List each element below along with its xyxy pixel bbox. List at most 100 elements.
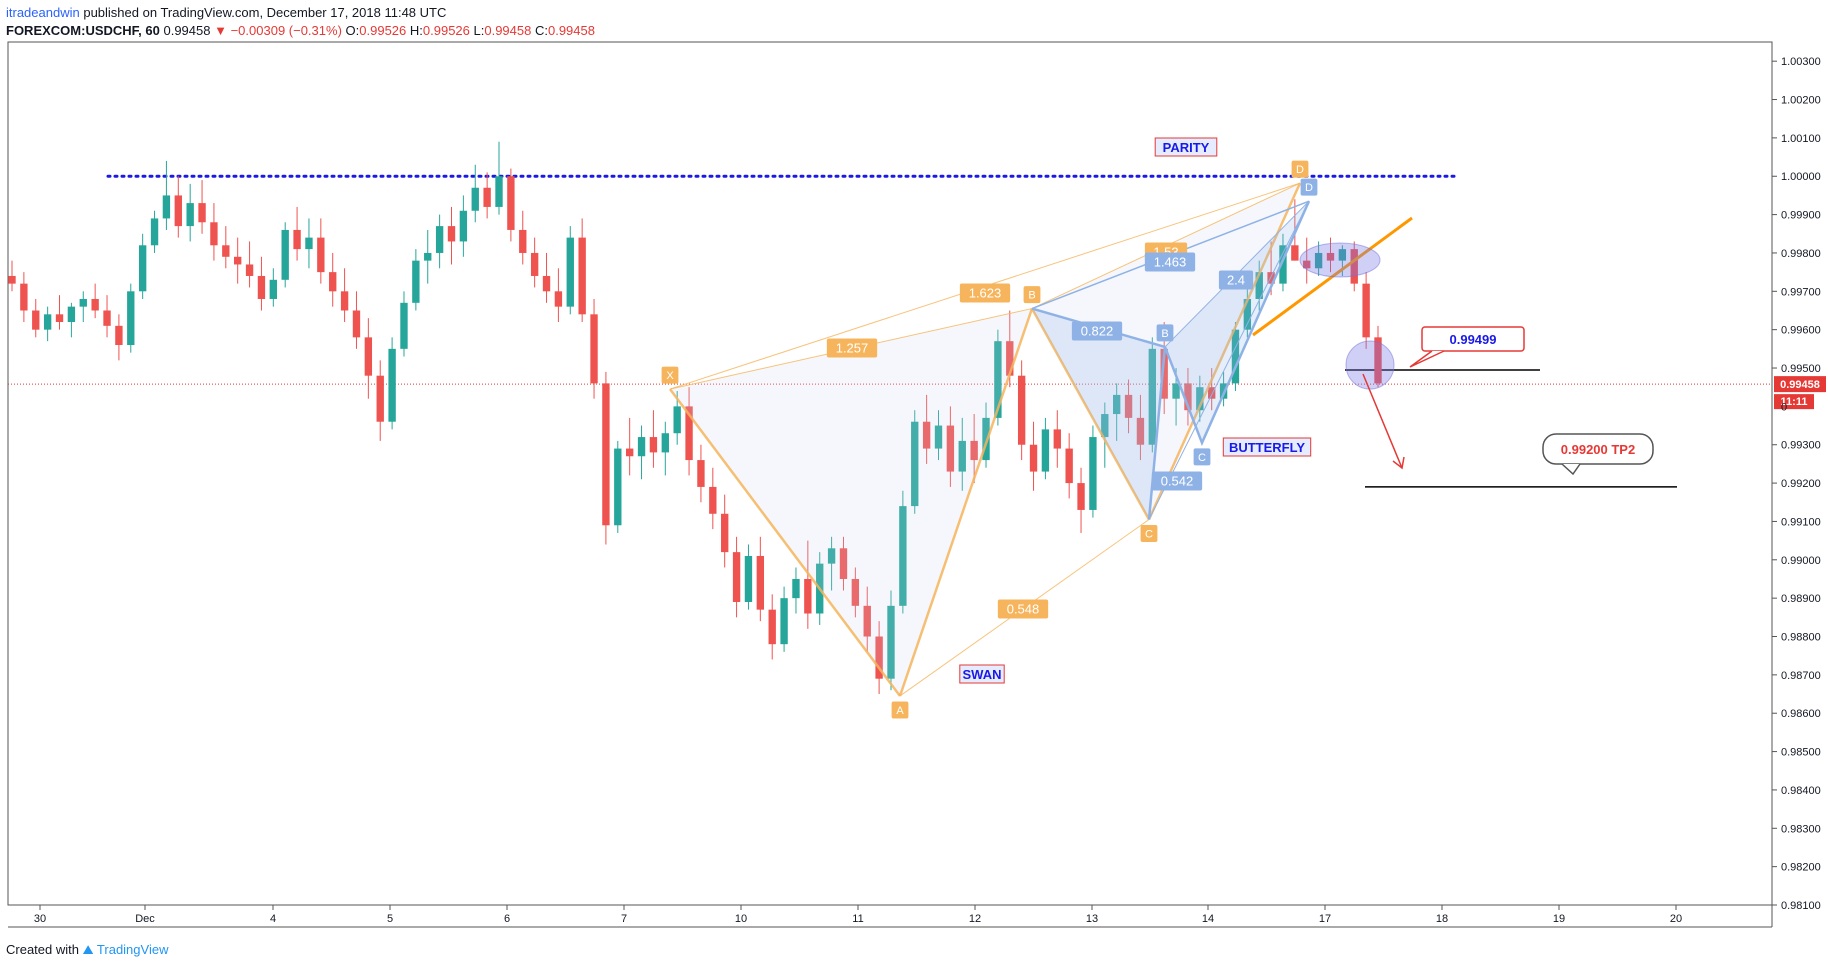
candle-body [435,226,444,253]
butterfly-ratio-label-text: 2.4 [1227,273,1245,288]
low-label: L: [473,23,485,38]
swan-label-bg [959,664,1005,684]
candle [234,237,242,284]
butterfly-leg [1147,346,1167,520]
candle-body [1006,341,1014,376]
candle-body [709,486,717,514]
price-tick-label: 0.99600 [1781,325,1821,337]
butterfly-point-label-text: C [1198,452,1206,464]
candle-body [661,433,669,453]
candle [281,222,289,288]
butterfly-leg [1163,200,1311,447]
candle-body [922,421,931,449]
candle-body [1017,375,1026,445]
candle [542,252,551,303]
candle [150,210,159,253]
tradingview-logo-icon[interactable]: ⛰ [82,942,94,957]
price-tick-label: 0.98100 [1781,900,1821,912]
candle [127,283,135,353]
candle [1112,383,1121,441]
candle-body [388,348,396,422]
price-tick-label: 0.98500 [1781,747,1821,759]
candle-body [1267,272,1275,284]
swan-point-label-bg [1023,286,1041,304]
author-link[interactable]: itradeandwin [6,5,80,20]
candle-body [186,203,194,227]
candle-body [305,237,313,250]
candle-body [1041,429,1050,472]
time-tick-label: 19 [1553,913,1565,925]
candle-body [1112,394,1121,415]
candle-body [768,609,776,645]
high-label: H: [409,23,423,38]
symbol-label[interactable]: FOREXCOM:USDCHF, 60 [6,23,160,38]
candle-body [566,237,574,307]
candle [827,536,836,591]
candle-body [281,229,289,280]
candle [8,260,16,292]
candle-body [625,448,634,457]
candle [637,425,646,480]
candle-body [578,237,586,315]
candle-body [1029,444,1038,472]
time-axis: 30 Dec 4 5 6 7 10 11 12 13 14 17 18 19 20 [34,905,1682,925]
candle-body [91,298,99,311]
candle [1374,325,1382,388]
price-tick-label: 0.99300 [1781,440,1821,452]
candle [412,249,420,311]
swan-leg [1147,182,1302,521]
time-tick-label: 7 [621,913,627,925]
price-tick-label: 0.99900 [1781,210,1821,222]
candle [210,203,218,261]
candle-body [317,237,325,273]
candle-body [649,437,658,453]
candle-body [875,636,883,679]
candle-body [590,314,598,384]
butterfly-point-label: B [1156,324,1174,342]
price-tick-label: 1.00200 [1781,95,1821,107]
target1-callout: 0.99499 [1409,326,1525,368]
time-tick-label: 10 [735,913,747,925]
candle [1029,421,1038,491]
candle-body [198,203,206,223]
candle-body [887,605,895,679]
candle-body [1291,245,1299,261]
candle [43,306,52,342]
top-highlight-ellipse [1299,242,1381,278]
candle [1136,394,1145,461]
candle-body [1101,414,1109,438]
candle-body [55,314,64,322]
time-tick-label: 14 [1202,913,1214,925]
candle-body [982,417,990,461]
candle [1124,379,1133,434]
candle-body [827,548,836,564]
tradingview-brand[interactable]: TradingView [96,942,169,957]
candle-body [507,176,515,230]
candle [376,360,384,441]
candle [614,440,622,533]
candle-body [245,264,254,276]
candle [1065,433,1073,499]
target2-callout-pointer [1561,463,1581,476]
candle [317,218,325,284]
candle [1314,241,1323,276]
countdown-tag-text: 11:11 [1781,396,1808,408]
candle [91,283,99,319]
candle-body [1279,245,1287,284]
candle-body [115,325,123,346]
last-price-tag-bg [1774,376,1826,393]
candle-body [839,548,848,579]
candle-body [958,440,966,472]
swan-point-label-bg [1140,525,1158,543]
target1-callout-text: 0.99499 [1450,332,1497,347]
candle [1196,375,1204,422]
swan-point-label-text: C [1145,528,1153,540]
candle-body [519,229,527,253]
candle-body [994,341,1002,418]
butterfly-point-label-text: D [1305,182,1313,194]
last-price: 0.99458 [163,23,211,38]
candles [8,141,1382,695]
swan-ratio-label: 0.548 [997,599,1049,619]
candle [507,168,515,242]
